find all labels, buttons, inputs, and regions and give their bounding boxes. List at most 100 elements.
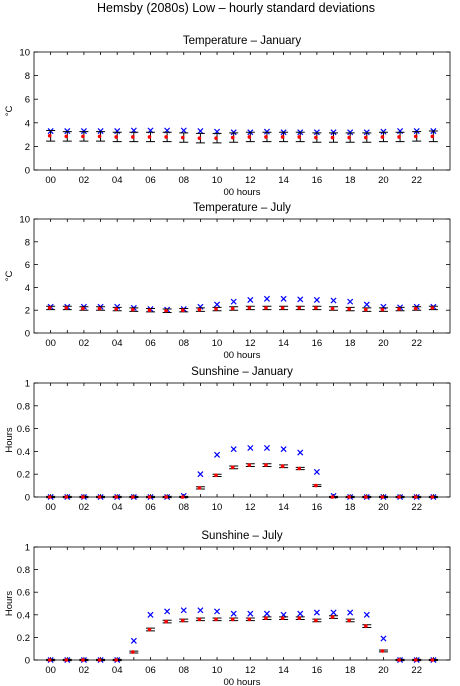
point-dot (264, 306, 268, 310)
point-dot (47, 133, 52, 138)
point-dot (347, 618, 351, 623)
x-tick-label: 20 (378, 175, 389, 186)
point-dot (413, 306, 418, 311)
point-x (313, 296, 320, 303)
y-axis-label: °C (4, 106, 15, 117)
point-dot (47, 306, 52, 310)
y-tick-label: 6 (25, 260, 30, 271)
panel-title: Sunshine – July (201, 530, 282, 542)
x-tick-label: 14 (278, 665, 289, 676)
point-dot (314, 483, 318, 488)
point-x (263, 444, 270, 452)
point-dot (147, 495, 152, 499)
point-x (197, 607, 204, 614)
point-x (397, 128, 404, 135)
point-x (164, 608, 171, 615)
point-dot (297, 466, 302, 471)
point-x (297, 296, 304, 303)
point-x (230, 129, 237, 136)
point-dot (131, 650, 135, 654)
point-dot (131, 135, 135, 139)
point-dot (280, 616, 285, 620)
x-tick-label: 04 (112, 175, 123, 186)
point-dot (330, 615, 335, 619)
x-tick-label: 04 (112, 665, 123, 676)
point-x (214, 608, 221, 615)
point-dot (330, 495, 335, 499)
panel-3: Sunshine – January 0 0.2 0.4 0.6 0.8 1 00 02 04 06… (4, 366, 451, 513)
x-tick-label: 00 (45, 175, 56, 186)
point-dot (47, 658, 52, 662)
y-tick-label: 0 (25, 656, 30, 667)
series-1 (47, 295, 437, 313)
x-tick-label: 06 (145, 338, 156, 349)
point-dot (114, 658, 118, 662)
point-dot (230, 617, 235, 622)
point-dot (347, 307, 351, 311)
point-x (263, 128, 270, 135)
point-dot (264, 616, 268, 620)
x-axis-label: 00 hours (224, 677, 261, 686)
x-tick-label: 16 (312, 665, 323, 676)
x-tick-label: 10 (212, 338, 223, 349)
y-tick-label: 0.2 (17, 470, 30, 481)
x-tick-label: 10 (212, 502, 223, 513)
x-tick-label: 02 (79, 175, 90, 186)
point-dot (264, 463, 268, 467)
point-x (330, 609, 337, 616)
x-axis-label: 00 hours (224, 187, 261, 198)
y-tick-label: 8 (25, 237, 30, 248)
y-axis-label: Hours (4, 427, 15, 453)
y-tick-label: 0.8 (17, 565, 30, 576)
point-x (214, 451, 221, 458)
point-dot (180, 618, 185, 623)
x-tick-label: 14 (278, 175, 289, 186)
x-tick-label: 14 (278, 502, 289, 513)
point-dot (230, 306, 235, 311)
x-tick-label: 12 (245, 502, 256, 513)
y-tick-label: 0 (25, 493, 30, 504)
point-dot (280, 135, 285, 139)
point-x (214, 301, 221, 308)
x-tick-label: 06 (145, 175, 156, 186)
x-tick-label: 16 (312, 338, 323, 349)
point-x (64, 128, 71, 135)
point-dot (147, 135, 152, 139)
point-x (330, 297, 337, 304)
series-2 (46, 615, 438, 662)
point-dot (64, 306, 69, 310)
point-dot (380, 307, 385, 312)
point-x (97, 128, 104, 135)
point-dot (314, 135, 318, 140)
point-dot (131, 495, 135, 499)
y-tick-label: 0.6 (17, 424, 30, 435)
point-dot (97, 134, 102, 139)
point-dot (97, 658, 102, 662)
point-dot (114, 495, 118, 499)
x-tick-label: 08 (178, 502, 189, 513)
point-dot (214, 136, 218, 140)
point-dot (413, 134, 418, 139)
x-tick-label: 06 (145, 502, 156, 513)
x-tick-label: 22 (411, 338, 422, 349)
y-tick-label: 0 (25, 329, 30, 340)
x-tick-label: 12 (245, 175, 256, 186)
x-tick-label: 18 (345, 338, 356, 349)
x-tick-label: 10 (212, 175, 223, 186)
x-tick-label: 12 (245, 338, 256, 349)
y-tick-label: 10 (19, 48, 30, 59)
series-1 (47, 127, 437, 136)
point-x (363, 611, 370, 618)
point-dot (413, 495, 418, 499)
point-x (247, 610, 254, 617)
x-tick-label: 06 (145, 665, 156, 676)
y-tick-label: 0.4 (17, 447, 30, 458)
series-2 (46, 305, 438, 313)
x-tick-label: 04 (112, 502, 123, 513)
point-x (197, 471, 204, 478)
point-x (247, 444, 254, 452)
point-dot (81, 134, 85, 139)
y-tick-label: 0.8 (17, 401, 30, 412)
point-x (280, 446, 287, 453)
